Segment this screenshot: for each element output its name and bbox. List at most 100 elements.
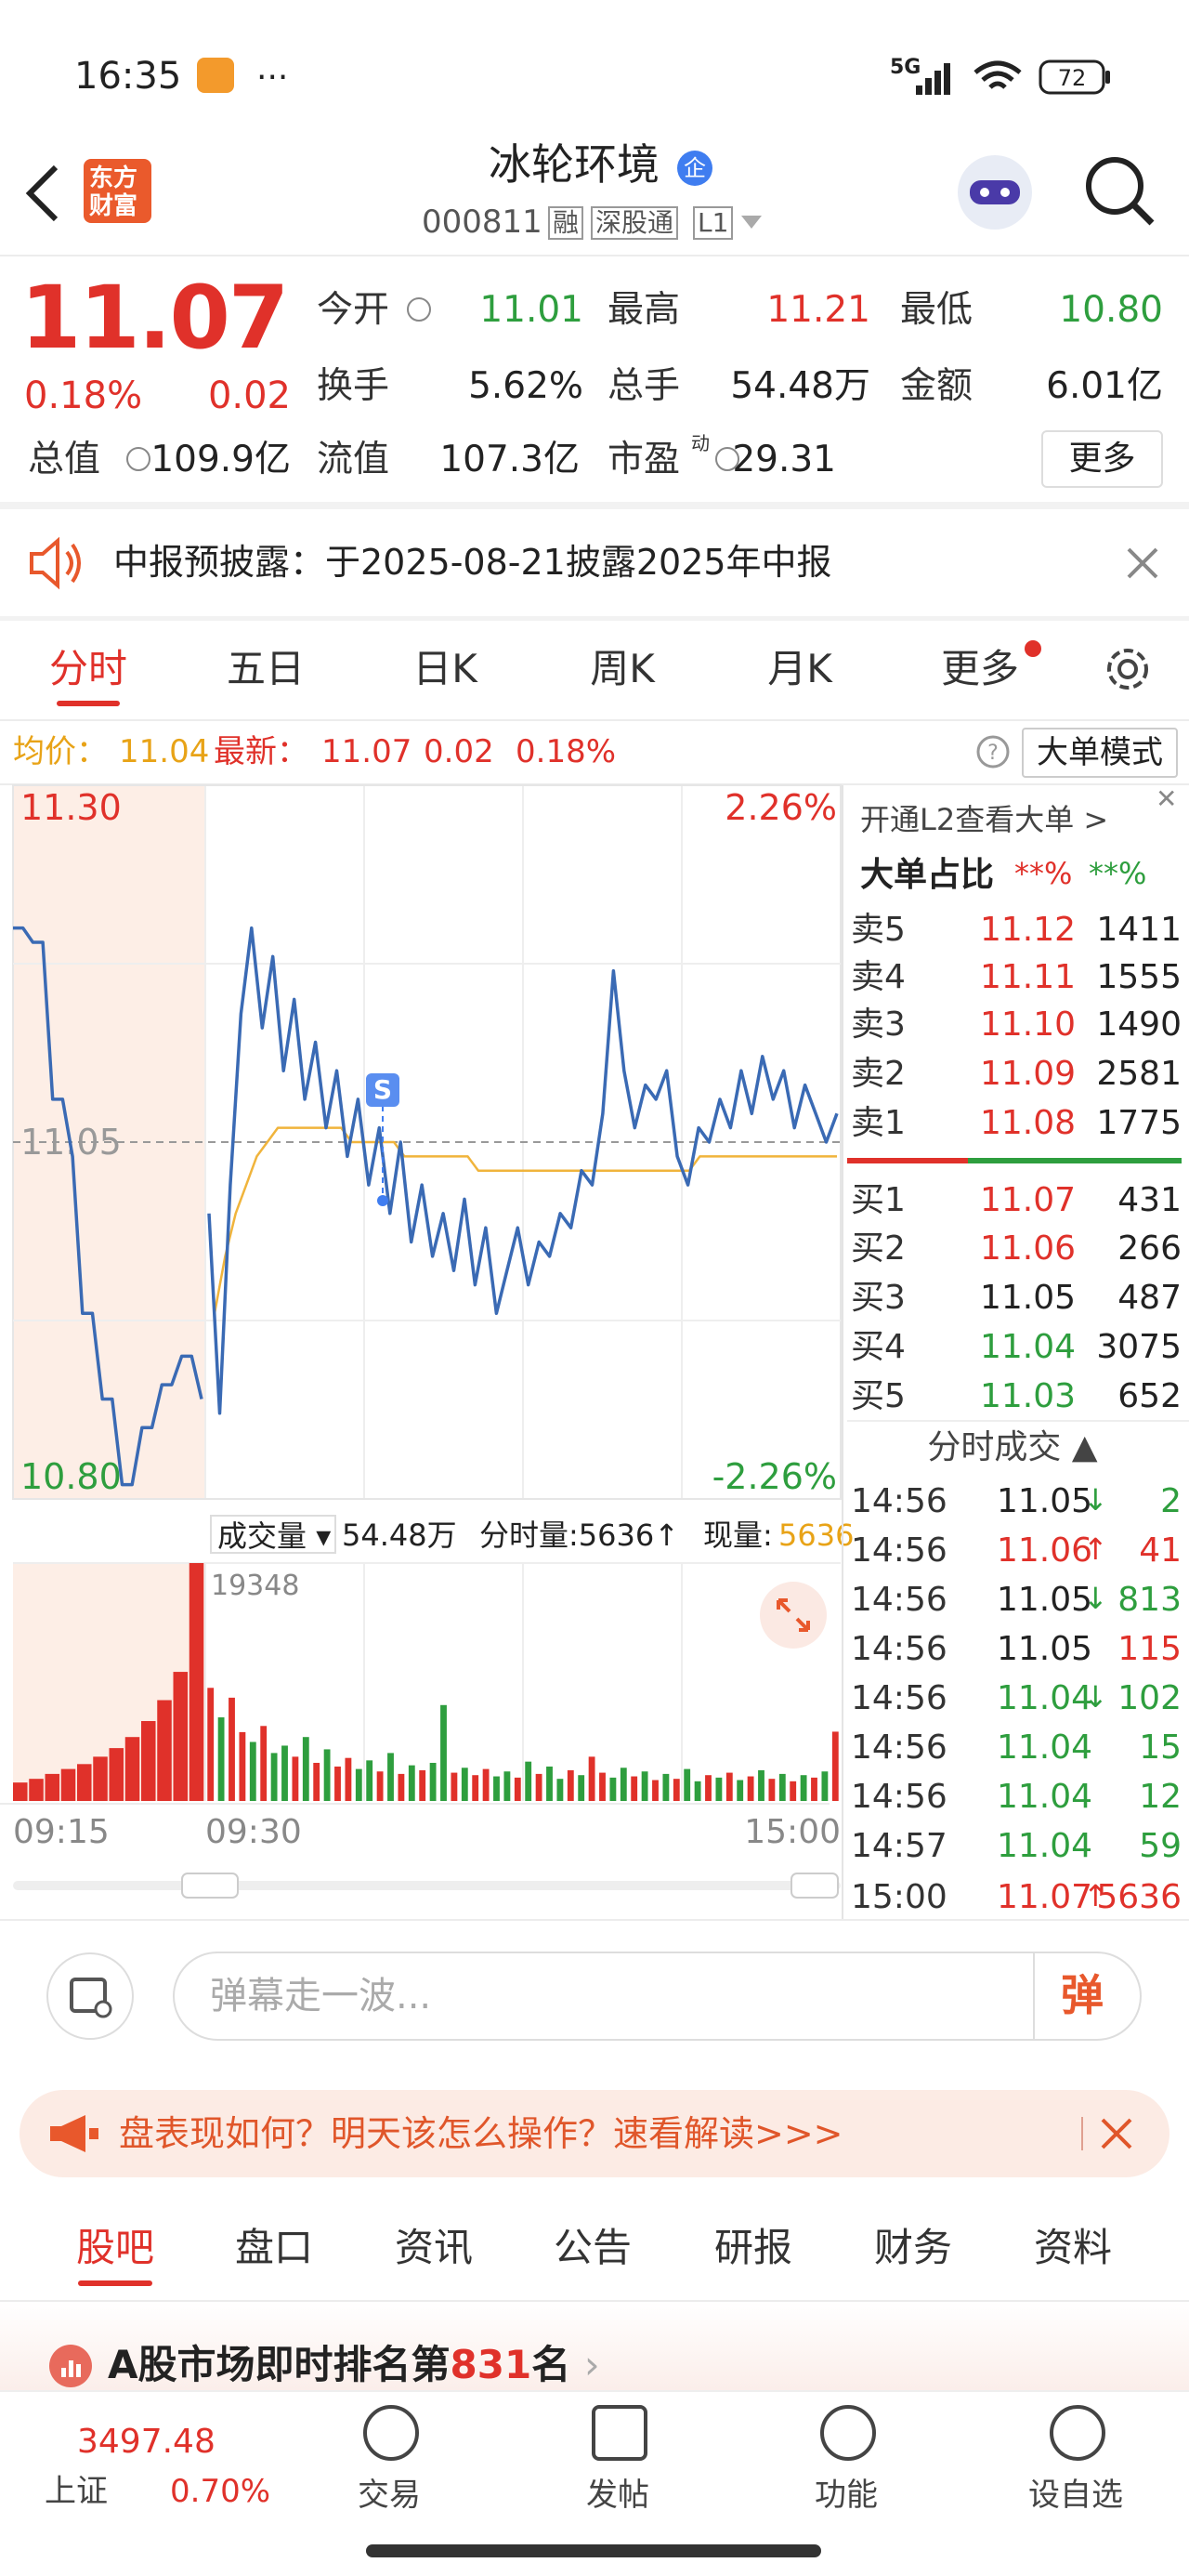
close-notice[interactable] [1126, 546, 1159, 580]
volume-bar [302, 1737, 309, 1801]
mode-button[interactable]: 大单模式 [1022, 728, 1178, 778]
back-button[interactable] [24, 164, 61, 223]
tab[interactable]: 日K [412, 646, 477, 691]
tab[interactable]: 盘口 [234, 2225, 314, 2270]
tab[interactable]: 月K [767, 646, 832, 691]
tab[interactable]: 股吧 [75, 2225, 155, 2270]
promo[interactable]: 开通L2查看大单 > [860, 802, 1109, 837]
volume-bar [189, 1563, 204, 1801]
settings-button[interactable] [1102, 643, 1154, 695]
barrage-button[interactable]: 弹 [1061, 1970, 1104, 2020]
nav-icon[interactable] [820, 2405, 876, 2461]
trade-volume: 15 [1139, 1728, 1182, 1767]
expand-button[interactable] [758, 1580, 829, 1650]
book-volume: 431 [1117, 1181, 1182, 1219]
annotation-box [366, 1073, 399, 1107]
field-label: 总值 [28, 439, 101, 480]
status-time: 16:35 [74, 55, 182, 98]
volume-bar [588, 1756, 595, 1801]
tab[interactable]: 资讯 [394, 2225, 474, 2270]
trade-volume: 12 [1139, 1778, 1182, 1816]
barrage-toggle[interactable] [46, 1952, 135, 2041]
comment-input[interactable] [173, 1952, 1142, 2041]
status-more: ··· [256, 59, 289, 97]
close-promo[interactable]: ✕ [1156, 783, 1178, 814]
trade-arrow: ↓ [1083, 1581, 1108, 1616]
tab-underline [78, 2280, 152, 2286]
index-change: 0.70% [170, 2473, 271, 2510]
more-button[interactable]: 更多 [1041, 430, 1163, 488]
nav-label[interactable]: 设自选 [1028, 2477, 1123, 2514]
ratio-sell: **% [1089, 856, 1147, 891]
info-icon [126, 447, 150, 471]
tab[interactable]: 分时 [48, 646, 128, 691]
close-banner[interactable] [1100, 2117, 1133, 2150]
volume-bar [355, 1768, 362, 1801]
volume-bar [281, 1745, 288, 1801]
volume-bar [376, 1771, 384, 1801]
robot-avatar[interactable] [953, 151, 1037, 234]
current-volume: 5636 [778, 1518, 855, 1553]
trade-price: 11.06 [997, 1531, 1093, 1570]
volume-bar [831, 1731, 839, 1801]
index-value[interactable]: 3497.48 [77, 2423, 216, 2461]
network: 5G [890, 56, 921, 79]
tab[interactable]: 资料 [1033, 2225, 1113, 2270]
tab[interactable]: 周K [590, 646, 655, 691]
minute-volume: 分时量:5636↑ [479, 1518, 680, 1553]
volume-bar [323, 1749, 331, 1801]
nav-icon[interactable] [363, 2405, 419, 2461]
ranking-text[interactable]: A股市场即时排名第831名 › [108, 2342, 600, 2387]
ratio-label: 大单占比 [860, 856, 995, 894]
trade-price: 11.04 [997, 1728, 1093, 1767]
app-icon [197, 58, 234, 93]
volume-selector[interactable]: 成交量 ▾ [210, 1515, 336, 1554]
nav-icon[interactable] [592, 2405, 647, 2461]
dropdown[interactable] [739, 214, 764, 232]
volume-bar [157, 1700, 172, 1801]
nav-label[interactable]: 功能 [815, 2477, 878, 2514]
tab[interactable]: 财务 [873, 2225, 953, 2270]
avg-label: 均价： [13, 733, 108, 770]
volume-bar [60, 1768, 76, 1801]
book-label: 买2 [851, 1229, 906, 1268]
volume-bar [768, 1779, 776, 1801]
ranking-bg [0, 2302, 1189, 2390]
book-volume: 1775 [1096, 1104, 1182, 1142]
volume-bar [790, 1781, 797, 1801]
nav-label[interactable]: 发帖 [586, 2477, 649, 2514]
volume-bar [514, 1777, 521, 1801]
volume-bar [249, 1741, 256, 1801]
volume-bar [173, 1672, 189, 1801]
annotation-dot [377, 1195, 388, 1206]
tab[interactable]: 更多 [940, 646, 1020, 691]
tab[interactable]: 五日 [226, 646, 306, 691]
spread-bar [968, 1158, 1182, 1163]
volume-bar [535, 1773, 542, 1801]
trades-title[interactable]: 分时成交 ▲ [927, 1428, 1098, 1466]
field-label: 市盈 [608, 439, 681, 480]
field-value: 10.80 [1059, 289, 1163, 331]
help-icon[interactable]: ? [975, 734, 1011, 769]
tab[interactable]: 研报 [713, 2225, 793, 2270]
nav-label[interactable]: 交易 [358, 2477, 421, 2514]
tab[interactable]: 公告 [553, 2225, 633, 2270]
volume-bar [451, 1772, 458, 1801]
volume-bar [229, 1697, 235, 1801]
book-price: 11.12 [979, 911, 1076, 949]
trade-price: 11.07 [997, 1878, 1093, 1916]
trade-price: 11.05 [997, 1482, 1093, 1520]
index-name: 上证 [45, 2473, 108, 2510]
nav-icon[interactable] [1050, 2405, 1105, 2461]
volume-bar [578, 1775, 585, 1801]
field-value: 11.21 [766, 289, 870, 331]
tab-underline [57, 701, 120, 706]
book-label: 买4 [851, 1328, 906, 1366]
trade-volume: 813 [1117, 1581, 1182, 1619]
search-button[interactable] [1083, 154, 1157, 229]
field-label: 最高 [608, 289, 681, 331]
range-slider[interactable] [13, 1870, 841, 1901]
banner[interactable] [20, 2090, 1169, 2177]
field-value: 29.31 [732, 439, 836, 480]
